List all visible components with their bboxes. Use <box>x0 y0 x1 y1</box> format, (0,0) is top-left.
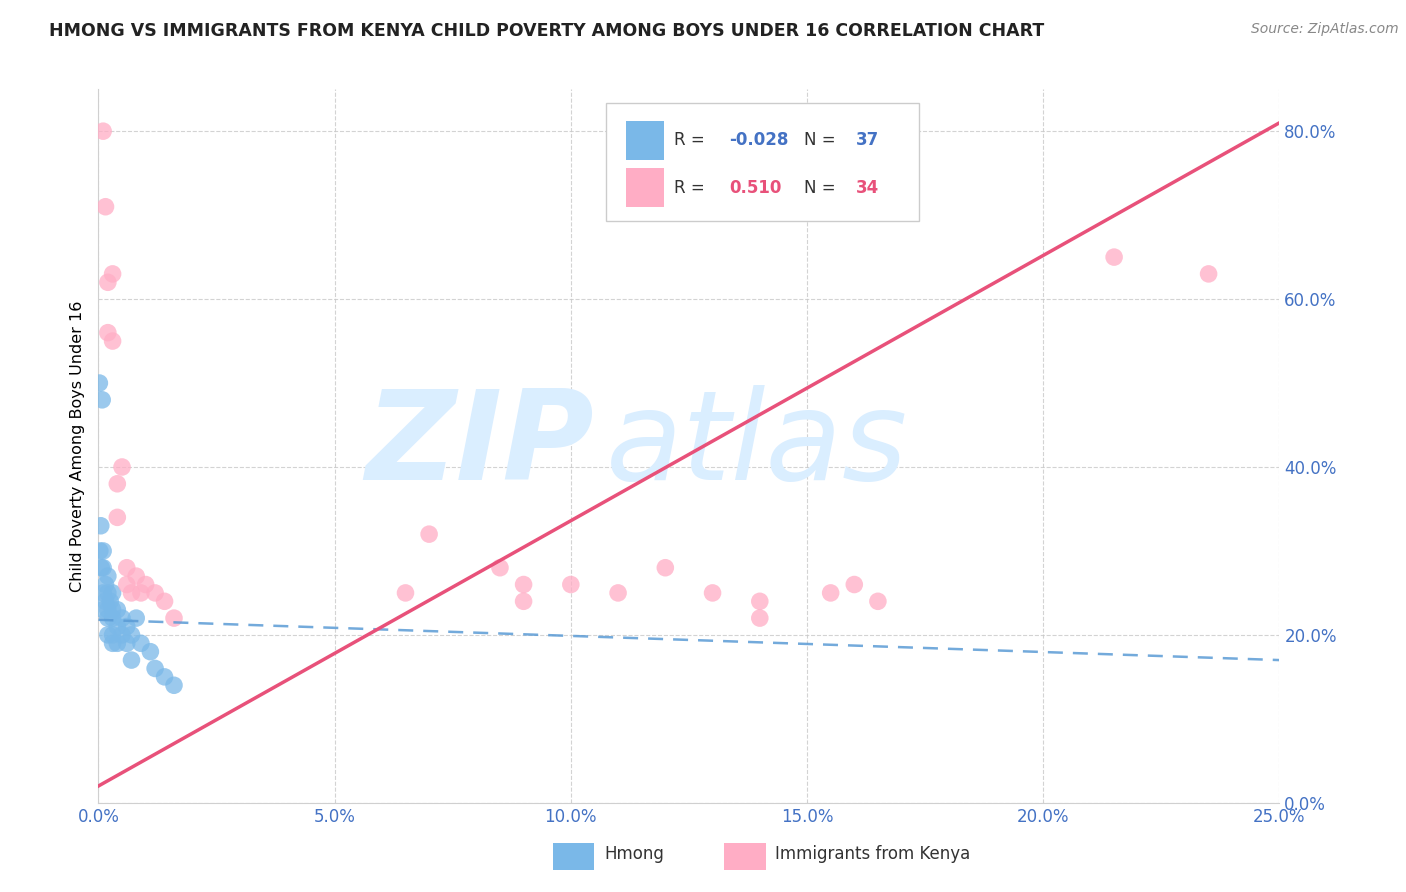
Point <box>101 334 124 348</box>
Point <box>91 560 114 574</box>
Text: 0.510: 0.510 <box>730 178 782 197</box>
Point <box>91 603 114 617</box>
Point <box>418 527 440 541</box>
Point <box>121 628 143 642</box>
FancyBboxPatch shape <box>724 843 766 870</box>
Point <box>153 670 176 684</box>
Point <box>111 460 134 475</box>
Point <box>97 275 120 289</box>
Point <box>1198 267 1220 281</box>
Text: R =: R = <box>673 131 710 149</box>
Point <box>105 636 128 650</box>
Point <box>97 586 120 600</box>
Point <box>866 594 889 608</box>
Point <box>101 586 124 600</box>
Point <box>111 628 134 642</box>
Point <box>702 586 724 600</box>
Point <box>607 586 630 600</box>
Text: Immigrants from Kenya: Immigrants from Kenya <box>775 846 970 863</box>
Point <box>129 586 152 600</box>
Point <box>115 560 138 574</box>
Point <box>394 586 416 600</box>
Point <box>91 392 114 407</box>
Point <box>143 586 166 600</box>
Point <box>512 577 534 591</box>
Text: Source: ZipAtlas.com: Source: ZipAtlas.com <box>1251 22 1399 37</box>
Point <box>121 653 143 667</box>
Text: Hmong: Hmong <box>605 846 664 863</box>
Point <box>91 124 114 138</box>
Point <box>115 577 138 591</box>
Point <box>143 661 166 675</box>
Point <box>97 603 120 617</box>
Point <box>125 569 148 583</box>
Point <box>101 636 124 650</box>
Point <box>101 267 124 281</box>
Point <box>101 611 124 625</box>
FancyBboxPatch shape <box>606 103 920 221</box>
Point <box>105 619 128 633</box>
Point <box>98 594 121 608</box>
Point <box>129 636 152 650</box>
Point <box>844 577 866 591</box>
Point <box>101 628 124 642</box>
Point <box>94 200 117 214</box>
Point <box>94 594 117 608</box>
Point <box>163 678 186 692</box>
Point <box>163 611 186 625</box>
Point <box>89 376 111 390</box>
Text: atlas: atlas <box>606 385 908 507</box>
Point <box>97 569 120 583</box>
Y-axis label: Child Poverty Among Boys Under 16: Child Poverty Among Boys Under 16 <box>69 301 84 591</box>
Text: R =: R = <box>673 178 714 197</box>
Point <box>89 544 111 558</box>
Point <box>97 628 120 642</box>
Point <box>105 510 128 524</box>
Text: 34: 34 <box>855 178 879 197</box>
Text: ZIP: ZIP <box>366 385 595 507</box>
Point <box>105 603 128 617</box>
Point <box>90 560 112 574</box>
Point <box>139 645 162 659</box>
Point <box>153 594 176 608</box>
Point <box>489 560 512 574</box>
Point <box>654 560 676 574</box>
Point <box>101 603 124 617</box>
FancyBboxPatch shape <box>626 120 664 160</box>
Point <box>97 326 120 340</box>
Point <box>115 636 138 650</box>
Text: -0.028: -0.028 <box>730 131 789 149</box>
Point <box>512 594 534 608</box>
Text: HMONG VS IMMIGRANTS FROM KENYA CHILD POVERTY AMONG BOYS UNDER 16 CORRELATION CHA: HMONG VS IMMIGRANTS FROM KENYA CHILD POV… <box>49 22 1045 40</box>
FancyBboxPatch shape <box>626 169 664 208</box>
Text: N =: N = <box>803 131 841 149</box>
Point <box>560 577 582 591</box>
Point <box>121 586 143 600</box>
Point <box>94 577 117 591</box>
Point <box>748 611 770 625</box>
Point <box>105 476 128 491</box>
Point <box>91 544 114 558</box>
Point <box>820 586 842 600</box>
Point <box>111 611 134 625</box>
Text: N =: N = <box>803 178 841 197</box>
Point <box>97 611 120 625</box>
Point <box>125 611 148 625</box>
Point <box>115 619 138 633</box>
Point <box>90 518 112 533</box>
Text: 37: 37 <box>855 131 879 149</box>
Point <box>748 594 770 608</box>
Point <box>91 586 114 600</box>
Point <box>135 577 157 591</box>
FancyBboxPatch shape <box>553 843 595 870</box>
Point <box>1102 250 1125 264</box>
